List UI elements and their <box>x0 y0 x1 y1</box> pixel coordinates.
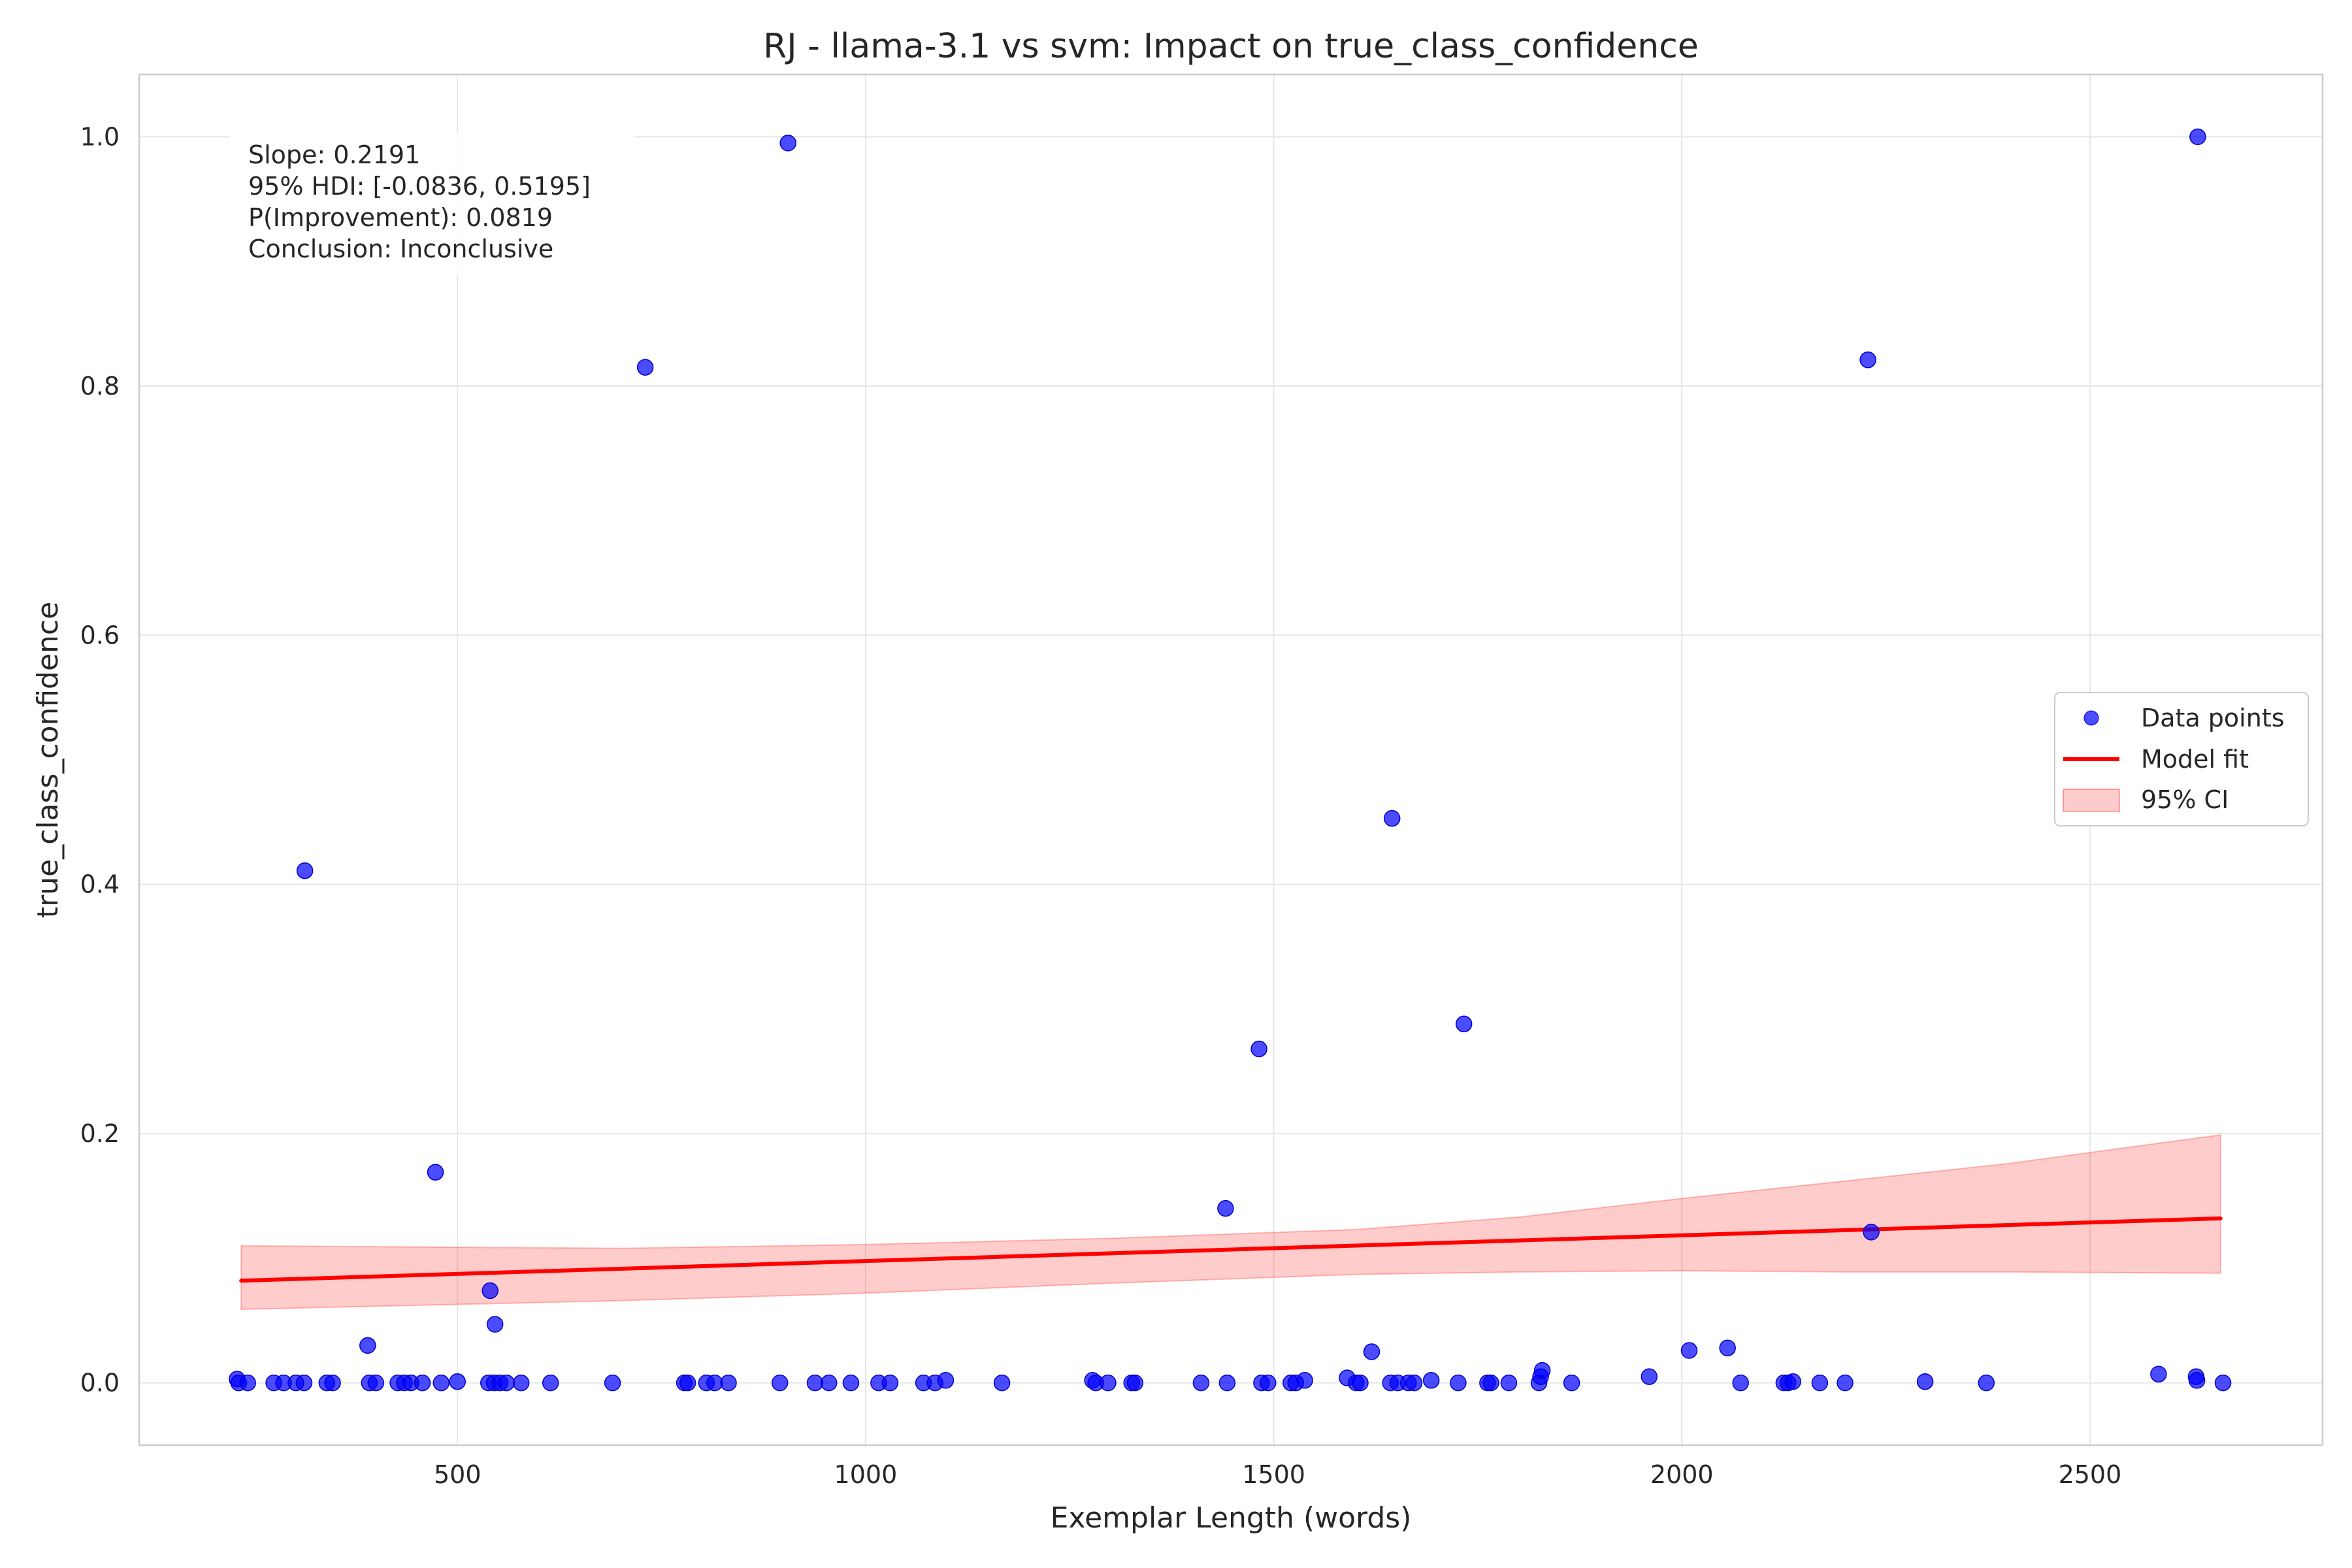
data-points-layer <box>229 128 2232 1392</box>
x-tick-label: 2000 <box>1650 1460 1714 1489</box>
legend: Data points Model fit 95% CI <box>2054 692 2309 826</box>
data-point <box>239 1374 256 1392</box>
data-point <box>1978 1374 1995 1392</box>
data-point <box>1352 1374 1369 1392</box>
data-point <box>295 1374 313 1392</box>
data-point <box>771 1374 789 1392</box>
data-point <box>1732 1374 1749 1392</box>
y-tick-label: 0.4 <box>80 870 120 899</box>
data-point <box>486 1316 504 1333</box>
data-point <box>1250 1040 1267 1058</box>
data-point <box>359 1337 376 1354</box>
grid <box>139 74 2323 1445</box>
data-point <box>1100 1374 1117 1392</box>
data-point <box>779 135 796 152</box>
data-point <box>937 1372 955 1389</box>
data-point <box>1296 1372 1313 1389</box>
data-point <box>993 1374 1011 1392</box>
data-point <box>1192 1374 1210 1392</box>
data-point <box>806 1374 824 1392</box>
data-point <box>1482 1374 1499 1392</box>
annotation-conclusion: Conclusion: Inconclusive <box>248 235 553 263</box>
data-point <box>1422 1372 1440 1389</box>
legend-model-fit-label: Model fit <box>2141 745 2249 774</box>
model-fit-layer <box>239 1216 2223 1283</box>
legend-data-points-label: Data points <box>2141 704 2285 732</box>
x-tick-label: 2500 <box>2059 1460 2122 1489</box>
data-point <box>1811 1374 1829 1392</box>
data-point <box>720 1374 737 1392</box>
data-point <box>433 1374 450 1392</box>
y-axis-label: true_class_confidence <box>31 602 65 918</box>
annotation-p-improvement: P(Improvement): 0.0819 <box>248 203 553 232</box>
data-point <box>1260 1374 1277 1392</box>
data-point <box>2214 1374 2232 1392</box>
data-point <box>1383 809 1401 827</box>
stats-annotation-box <box>230 134 635 274</box>
data-point <box>427 1164 444 1181</box>
data-point <box>1837 1374 1854 1392</box>
data-point <box>449 1373 466 1390</box>
data-point <box>414 1374 431 1392</box>
data-point <box>367 1374 385 1392</box>
data-point <box>881 1374 899 1392</box>
data-point <box>1455 1015 1473 1033</box>
data-point <box>2188 1372 2206 1389</box>
data-point <box>1217 1200 1234 1217</box>
data-point <box>842 1374 860 1392</box>
chart-title: RJ - llama-3.1 vs svm: Impact on true_cl… <box>763 27 1699 66</box>
data-point <box>706 1374 723 1392</box>
data-point <box>1126 1374 1143 1392</box>
annotation-hdi: 95% HDI: [-0.0836, 0.5195] <box>248 172 591 201</box>
data-point <box>1784 1373 1801 1390</box>
x-tick-label: 1500 <box>1242 1460 1305 1489</box>
x-tick-label: 1000 <box>834 1460 898 1489</box>
data-point <box>512 1374 530 1392</box>
x-tick-label: 500 <box>434 1460 482 1489</box>
data-point <box>1218 1374 1236 1392</box>
legend-box <box>2054 692 2309 826</box>
data-point <box>1533 1362 1551 1379</box>
data-point <box>1405 1374 1423 1392</box>
tick-labels: 500 1000 1500 2000 2500 0.0 0.2 0.4 0.6 0.8 1.0 <box>80 122 2122 1489</box>
data-point <box>296 862 314 879</box>
data-point <box>1641 1368 1658 1385</box>
y-tick-label: 0.2 <box>80 1119 120 1148</box>
data-point <box>1563 1374 1580 1392</box>
legend-ci-label: 95% CI <box>2141 785 2229 814</box>
data-point <box>636 359 654 376</box>
data-point <box>1916 1373 1934 1390</box>
data-point <box>1450 1374 1467 1392</box>
x-axis-label: Exemplar Length (words) <box>1051 1501 1412 1535</box>
annotation-slope: Slope: 0.2191 <box>248 140 420 169</box>
data-point <box>1859 351 1876 368</box>
data-point <box>1719 1339 1736 1356</box>
data-point <box>1863 1224 1880 1241</box>
data-point <box>498 1374 515 1392</box>
legend-ci-swatch <box>2063 789 2120 812</box>
data-point <box>1363 1343 1380 1360</box>
data-point <box>324 1374 341 1392</box>
data-point <box>482 1282 498 1299</box>
data-point <box>542 1374 559 1392</box>
data-point <box>820 1374 838 1392</box>
y-tick-label: 0.6 <box>80 621 120 649</box>
model-fit-line <box>239 1216 2223 1283</box>
plot-frame <box>138 73 2324 1446</box>
y-tick-label: 0.0 <box>80 1369 120 1397</box>
data-point <box>679 1374 696 1392</box>
data-point <box>2189 128 2206 146</box>
stats-annotation: Slope: 0.2191 95% HDI: [-0.0836, 0.5195]… <box>230 134 635 274</box>
y-tick-label: 0.8 <box>80 372 120 400</box>
legend-data-points-marker <box>2083 710 2099 726</box>
data-point <box>1500 1374 1518 1392</box>
data-point <box>2150 1365 2167 1383</box>
y-tick-label: 1.0 <box>80 122 120 151</box>
data-point <box>604 1374 621 1392</box>
data-point <box>1680 1342 1698 1359</box>
